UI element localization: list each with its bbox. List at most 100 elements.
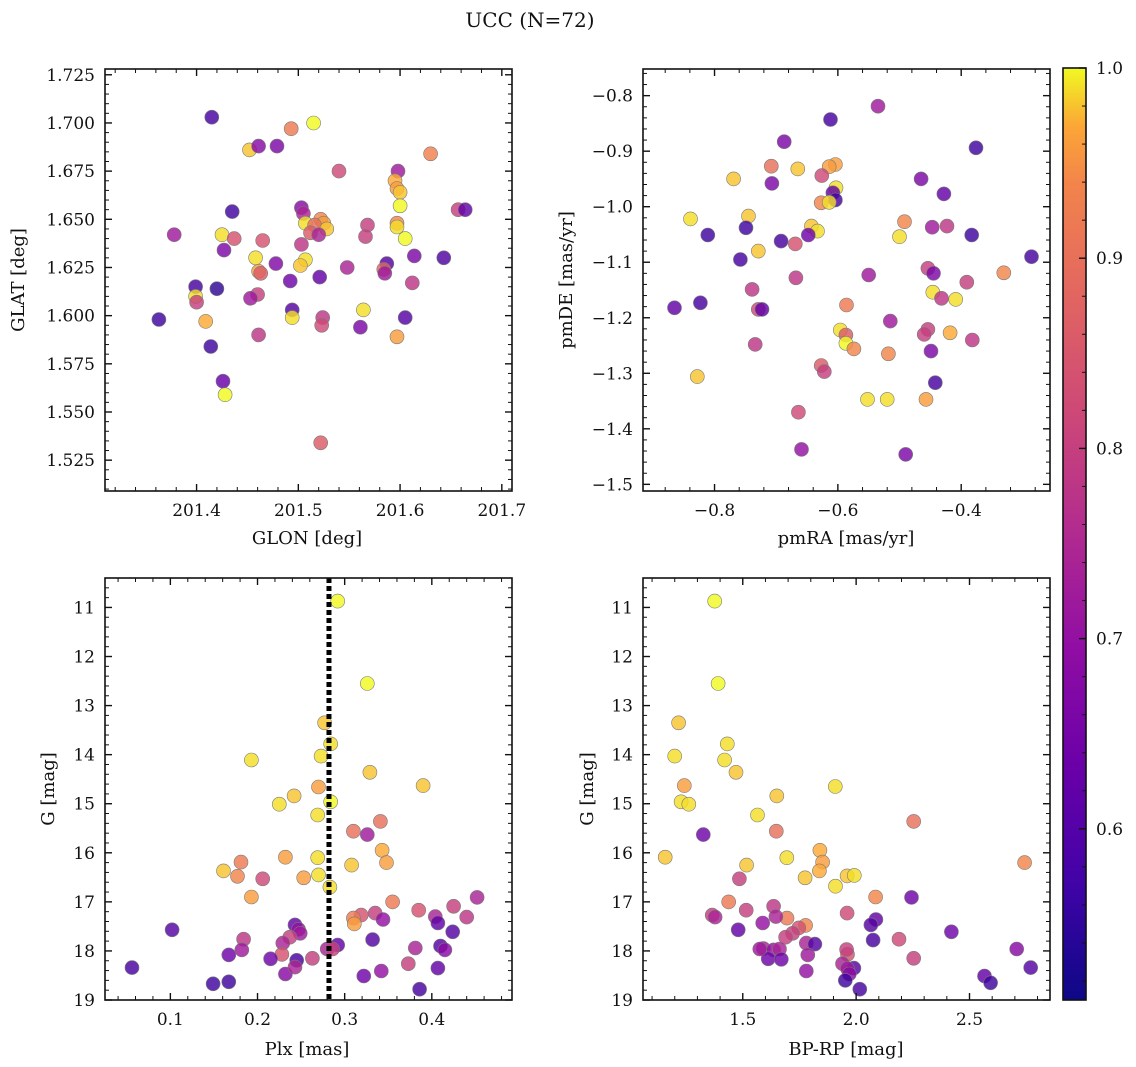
data-point (214, 227, 230, 242)
data-point (823, 112, 838, 127)
data-point (707, 909, 723, 925)
y-tick-label: 1.575 (46, 355, 95, 375)
data-point (385, 894, 400, 910)
data-point (430, 915, 446, 931)
data-point (730, 922, 746, 938)
data-point (939, 218, 955, 234)
data-point (230, 868, 245, 884)
x-tick-label: 201.6 (376, 501, 425, 521)
data-point (312, 269, 328, 285)
x-tick-label: 0.4 (418, 1010, 445, 1030)
data-point (812, 863, 827, 879)
data-point (253, 265, 269, 281)
data-point (311, 227, 327, 242)
axes-frame (104, 577, 513, 1001)
data-point (926, 265, 941, 281)
data-point (964, 227, 980, 243)
y-tick-label: 12 (611, 648, 633, 668)
colorbar-tick-label: 0.6 (1096, 820, 1123, 840)
data-point (892, 229, 907, 244)
data-point (788, 270, 804, 286)
y-tick-label: 1.550 (46, 403, 95, 423)
data-point (821, 195, 837, 210)
data-point (310, 807, 326, 823)
data-point (707, 593, 723, 609)
y-tick-label: 18 (611, 942, 633, 962)
data-point (906, 950, 922, 966)
y-axis-label: G [mag] (577, 752, 598, 825)
data-point (311, 779, 326, 795)
scatter-panel: 0.1 0.2 0.3 0.4 11 12 13 14 15 16 17 18 19 Plx [mas] G… (38, 577, 513, 1060)
data-point (377, 265, 393, 281)
data-point (719, 736, 735, 752)
data-point (868, 889, 883, 905)
data-point (870, 98, 886, 114)
data-point (944, 924, 959, 940)
data-point (769, 788, 785, 804)
x-axis-label: Plx [mas] (265, 1039, 350, 1060)
data-point (839, 297, 854, 313)
y-axis-label: pmDE [mas/yr] (556, 211, 577, 349)
data-point (710, 676, 726, 691)
data-point (251, 138, 266, 154)
data-point (964, 332, 980, 348)
data-point (392, 185, 408, 200)
points-layer (667, 98, 1039, 462)
data-point (263, 951, 278, 967)
data-point (891, 931, 907, 947)
data-point (916, 327, 932, 342)
data-point (244, 889, 259, 905)
data-point (968, 140, 984, 156)
data-point (294, 237, 309, 252)
data-point (934, 290, 949, 306)
data-point (346, 916, 362, 932)
y-tick-label: −1.5 (592, 475, 633, 495)
data-point (330, 593, 346, 609)
data-point (797, 870, 813, 886)
x-tick-label: 2.5 (956, 1010, 983, 1030)
data-point (755, 915, 771, 931)
data-point (362, 764, 378, 780)
data-point (865, 932, 881, 948)
x-tick-label: 201.5 (274, 501, 323, 521)
y-tick-label: 17 (611, 893, 633, 913)
data-point (752, 941, 768, 957)
x-tick-label: 1.5 (729, 1010, 756, 1030)
data-point (717, 752, 732, 768)
y-tick-label: 16 (73, 844, 95, 864)
data-point (744, 282, 760, 297)
scatter-panels: 201.4 201.5 201.6 201.7 1.525 1.550 1.575 1.600… (8, 66, 1051, 1060)
data-point (243, 290, 258, 306)
data-point (747, 337, 763, 352)
y-tick-label: 16 (611, 844, 633, 864)
data-point (375, 912, 391, 927)
data-point (913, 171, 929, 187)
data-point (407, 940, 423, 956)
data-point (996, 265, 1012, 281)
data-point (283, 121, 299, 136)
y-tick-label: 15 (611, 795, 633, 815)
data-point (904, 890, 919, 905)
x-tick-label: 2.0 (843, 1010, 870, 1030)
data-point (209, 281, 225, 297)
data-point (436, 250, 452, 266)
data-point (898, 447, 914, 462)
points-layer (657, 593, 1038, 997)
data-point (313, 748, 329, 764)
y-tick-label: 12 (73, 648, 95, 668)
data-point (286, 788, 302, 804)
data-point (879, 392, 895, 407)
axes-frame (642, 68, 1051, 492)
data-point (681, 796, 697, 812)
y-tick-label: 1.700 (46, 114, 95, 134)
y-tick-label: 17 (73, 893, 95, 913)
data-point (839, 905, 855, 921)
data-point (313, 435, 329, 451)
data-point (863, 917, 879, 933)
colorbar-frame (1062, 67, 1087, 1001)
y-tick-label: −1.0 (592, 198, 633, 218)
data-point (700, 227, 716, 243)
data-point (373, 814, 388, 829)
y-tick-label: 15 (73, 795, 95, 815)
x-tick-label: −0.6 (817, 501, 858, 521)
